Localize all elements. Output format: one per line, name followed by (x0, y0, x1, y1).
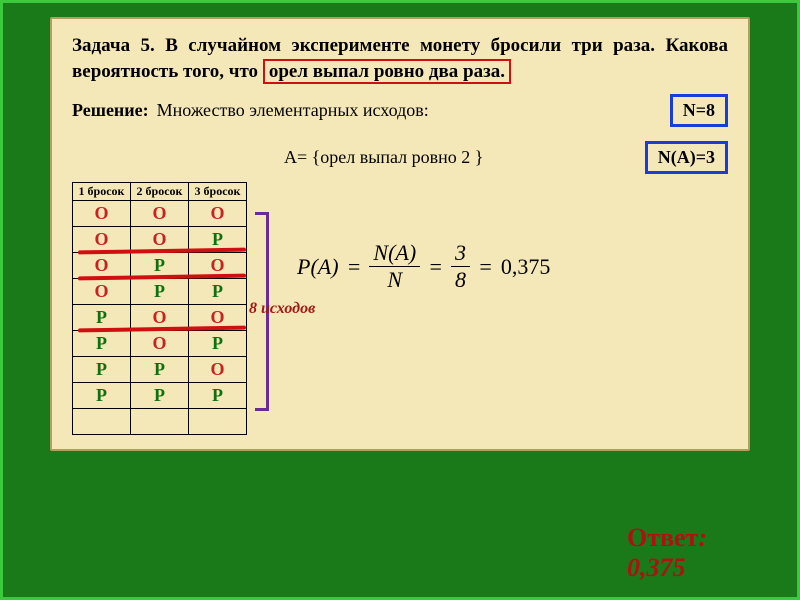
table-cell: Р (189, 331, 247, 357)
equals-sign: = (478, 254, 493, 280)
outcomes-table: 1 бросок 2 бросок 3 бросок ОООООРОРООРРР… (72, 182, 247, 435)
answer-block: Ответ: 0,375 (627, 523, 707, 583)
table-row: РОР (73, 331, 247, 357)
frac2-num: 3 (451, 242, 470, 267)
table-row: ОРР (73, 279, 247, 305)
equals-sign: = (347, 254, 362, 280)
table-cell: Р (131, 383, 189, 409)
answer-colon: : (698, 523, 707, 552)
answer-label: Ответ (627, 523, 698, 552)
table-cell: Р (189, 279, 247, 305)
col-header: 1 бросок (73, 183, 131, 201)
problem-statement: Задача 5. В случайном эксперименте монет… (72, 33, 728, 84)
frac1-num: N(A) (369, 242, 420, 267)
table-cell: Р (73, 331, 131, 357)
outcomes-count-label: 8 исходов (249, 300, 684, 318)
table-cell: Р (189, 383, 247, 409)
table-row: РРР (73, 383, 247, 409)
a-definition: A= {орел выпал ровно 2 } (284, 147, 483, 168)
table-row: РРО (73, 357, 247, 383)
table-cell: Р (131, 357, 189, 383)
formula-lhs: P(A) (297, 254, 339, 280)
table-cell: О (189, 201, 247, 227)
table-cell: О (131, 331, 189, 357)
table-cell: О (73, 201, 131, 227)
table-cell: Р (131, 279, 189, 305)
table-row-empty (73, 409, 247, 435)
solution-row-2: A= {орел выпал ровно 2 } N(A)=3 (72, 141, 728, 174)
frac2-den: 8 (451, 267, 470, 291)
content-card: Задача 5. В случайном эксперименте монет… (50, 17, 750, 451)
col-header: 2 бросок (131, 183, 189, 201)
outcomes-text: Множество элементарных исходов: (157, 100, 429, 121)
table-row: ООО (73, 201, 247, 227)
probability-formula: P(A) = N(A) N = 3 8 = 0,375 (297, 242, 728, 291)
table-cell: О (73, 279, 131, 305)
solution-label: Решение: (72, 100, 149, 121)
slide-frame: Задача 5. В случайном эксперименте монет… (0, 0, 800, 600)
frac1-den: N (383, 267, 406, 291)
table-cell: Р (73, 383, 131, 409)
problem-highlight: орел выпал ровно два раза. (263, 59, 511, 84)
fraction-2: 3 8 (451, 242, 470, 291)
answer-value: 0,375 (627, 553, 686, 582)
table-cell: О (131, 201, 189, 227)
col-header: 3 бросок (189, 183, 247, 201)
table-cell: О (189, 357, 247, 383)
table-cell: Р (73, 357, 131, 383)
table-header-row: 1 бросок 2 бросок 3 бросок (73, 183, 247, 201)
content-row: 1 бросок 2 бросок 3 бросок ОООООРОРООРРР… (72, 182, 728, 435)
outcomes-table-wrap: 1 бросок 2 бросок 3 бросок ОООООРОРООРРР… (72, 182, 247, 435)
solution-row-1: Решение: Множество элементарных исходов:… (72, 94, 728, 127)
formula-area: 8 исходов P(A) = N(A) N = 3 8 = 0,375 (277, 182, 728, 291)
na-box: N(A)=3 (645, 141, 728, 174)
equals-sign: = (428, 254, 443, 280)
fraction-1: N(A) N (369, 242, 420, 291)
formula-result: 0,375 (501, 254, 551, 280)
n-box: N=8 (670, 94, 728, 127)
